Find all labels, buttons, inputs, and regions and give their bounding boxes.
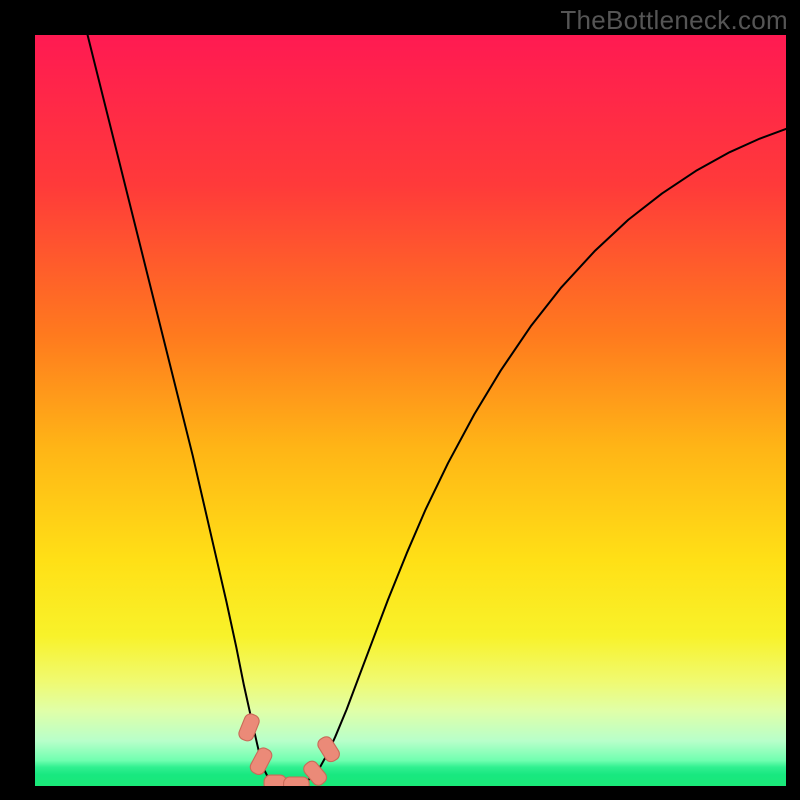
bottleneck-chart [0, 0, 800, 800]
chart-canvas: TheBottleneck.com [0, 0, 800, 800]
plot-background [35, 35, 786, 786]
watermark-label: TheBottleneck.com [560, 5, 788, 36]
